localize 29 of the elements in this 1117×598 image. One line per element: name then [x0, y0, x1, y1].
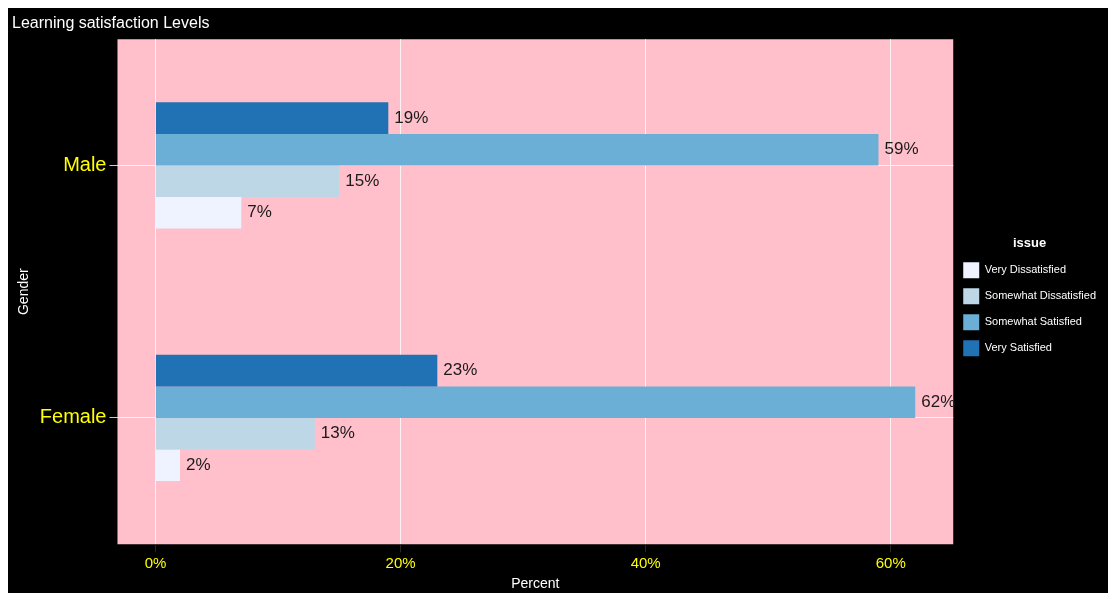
- bar: [155, 417, 315, 450]
- x-tick-label: 0%: [144, 554, 167, 572]
- x-axis-title: Percent: [511, 575, 560, 592]
- bar: [155, 386, 916, 418]
- data-label: 19%: [394, 107, 429, 127]
- x-tick-label: 60%: [875, 554, 906, 572]
- chart-title: Learning satisfaction Levels: [12, 14, 210, 32]
- x-tick-label: 40%: [630, 554, 661, 572]
- data-label: 59%: [884, 139, 919, 159]
- legend-label: Very Satisfied: [984, 341, 1052, 354]
- data-label: 13%: [320, 423, 355, 443]
- bar: [155, 165, 340, 198]
- x-tick-label: 20%: [385, 554, 416, 572]
- bar: [155, 197, 242, 229]
- legend-title: issue: [1012, 234, 1047, 250]
- bar: [155, 354, 438, 387]
- bar: [155, 133, 879, 166]
- y-axis-title: Gender: [15, 268, 32, 316]
- y-tick-label: Female: [39, 405, 107, 428]
- bar: [155, 449, 180, 482]
- legend-label: Somewhat Dissatisfied: [984, 289, 1097, 302]
- data-label: 15%: [345, 170, 380, 190]
- data-label: 23%: [443, 360, 478, 380]
- data-label: 7%: [247, 202, 272, 222]
- bar: [155, 102, 389, 134]
- data-label: 2%: [185, 454, 211, 474]
- legend-label: Very Dissatisfied: [984, 263, 1067, 276]
- legend-label: Somewhat Satisfied: [984, 315, 1082, 328]
- y-tick-label: Male: [63, 152, 107, 175]
